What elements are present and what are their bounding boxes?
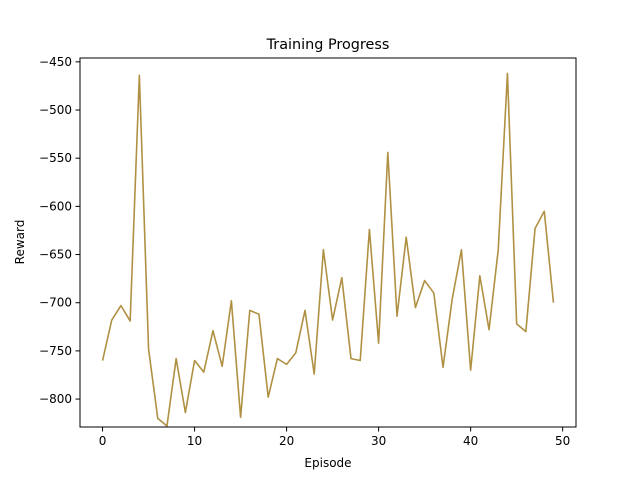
x-axis-title: Episode [304,456,351,470]
x-tick-label: 0 [99,434,107,448]
chart-title: Training Progress [266,37,390,53]
x-tick-label: 50 [555,434,570,448]
y-tick-label: −450 [39,55,72,69]
y-tick-label: −800 [39,392,72,406]
y-axis: −800 −750 −700 −650 −600 −550 −500 −450 [39,55,80,406]
y-axis-title: Reward [13,220,27,265]
y-tick-label: −550 [39,151,72,165]
x-tick-label: 20 [279,434,294,448]
y-tick-label: −600 [39,199,72,213]
y-tick-label: −750 [39,344,72,358]
plot-lines [101,72,555,427]
y-tick-label: −650 [39,248,72,262]
reward-series-line [101,72,555,427]
x-axis: 0 10 20 30 40 50 [99,427,570,448]
x-tick-label: 10 [187,434,202,448]
x-tick-label: 30 [371,434,386,448]
plot-area-frame [79,57,577,428]
y-tick-label: −700 [39,296,72,310]
y-tick-label: −500 [39,103,72,117]
x-tick-label: 40 [463,434,478,448]
